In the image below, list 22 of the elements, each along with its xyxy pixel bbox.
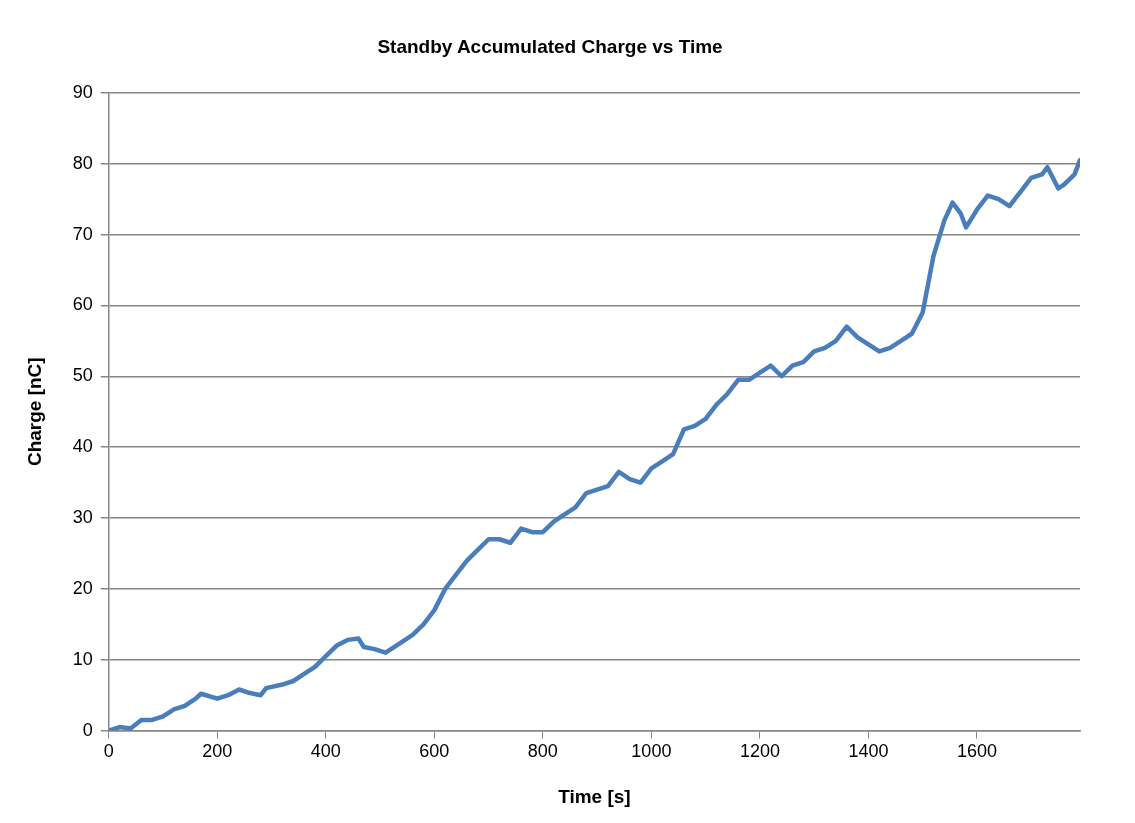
y-tick-label: 40 bbox=[72, 436, 93, 457]
x-tick-label: 600 bbox=[419, 741, 450, 762]
y-tick-label: 50 bbox=[72, 365, 93, 386]
y-tick-label: 80 bbox=[72, 152, 93, 173]
x-tick-label: 1000 bbox=[631, 741, 672, 762]
chart-title: Standby Accumulated Charge vs Time bbox=[377, 35, 723, 57]
x-tick-label: 1400 bbox=[848, 741, 889, 762]
y-tick-label: 90 bbox=[72, 81, 93, 102]
x-tick-label: 1600 bbox=[956, 741, 997, 762]
y-tick-label: 70 bbox=[72, 223, 93, 244]
x-tick-label: 1200 bbox=[739, 741, 780, 762]
y-tick-label: 10 bbox=[72, 648, 93, 669]
y-axis-title: Charge [nC] bbox=[23, 357, 45, 467]
y-tick-label: 20 bbox=[72, 577, 93, 598]
x-axis-title: Time [s] bbox=[558, 785, 631, 807]
x-tick-label: 200 bbox=[202, 741, 233, 762]
x-tick-label: 0 bbox=[103, 741, 114, 762]
x-tick-label: 400 bbox=[310, 741, 341, 762]
y-tick-label: 60 bbox=[72, 294, 93, 315]
y-tick-label: 0 bbox=[82, 719, 93, 740]
y-tick-label: 30 bbox=[72, 506, 93, 527]
x-tick-label: 800 bbox=[527, 741, 558, 762]
